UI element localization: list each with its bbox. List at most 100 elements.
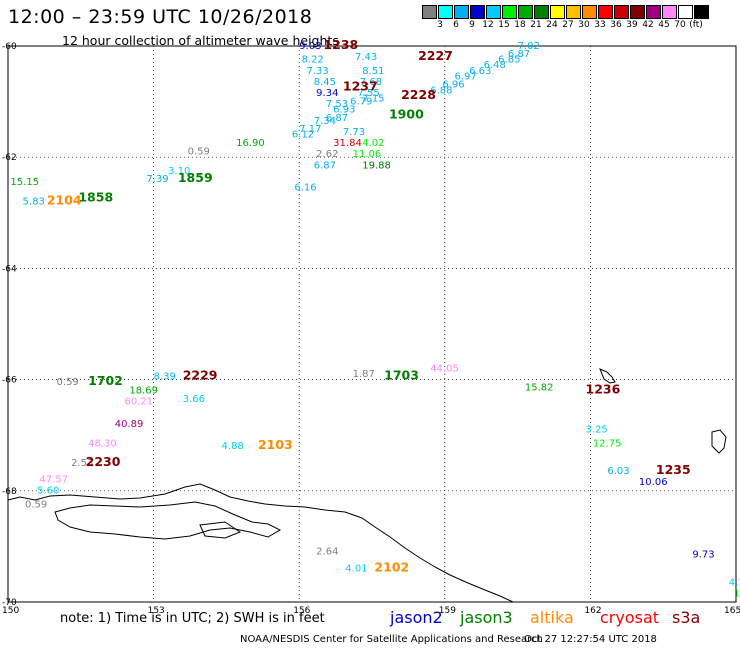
pass-time-label: 1900 [389,106,424,121]
wave-height-label: 12.75 [593,438,622,449]
wave-height-label: 2.62 [316,149,338,160]
lat-tick-label: -66 [2,376,17,386]
scale-swatch [678,5,693,19]
scale-swatch [566,5,581,19]
wave-height-label: 3.10 [168,166,190,177]
pass-time-label: 1858 [78,190,113,205]
pass-time-label: 2227 [418,48,453,63]
wave-height-label: 7.33 [306,66,328,77]
scale-label: 3 [437,20,443,30]
scale-swatch [534,5,549,19]
map-frame [7,45,737,603]
scale-swatch [662,5,677,19]
pass-time-label: 2229 [183,368,218,383]
scale-label: 21 [530,20,542,30]
scale-swatch [422,5,437,19]
wave-height-label: 6.93 [333,105,355,116]
pass-time-label: 1238 [323,37,358,52]
lat-tick-label: -64 [2,264,17,274]
wave-height-label: 6.48 [484,60,506,71]
scale-label: 15 [498,20,510,30]
wave-height-label: 15.15 [10,177,39,188]
scale-label: 12 [482,20,494,30]
wave-height-label: 6.12 [292,130,314,141]
wave-height-label: 44.05 [430,363,459,374]
wave-height-label: 6.85 [498,55,520,66]
wave-height-label: 4.19 [729,577,740,588]
scale-swatch [502,5,517,19]
wave-height-label: 4.02 [362,138,384,149]
scale-label: 39 [626,20,638,30]
wave-height-label: 2.53 [71,458,93,469]
lon-tick-label: 165 [724,606,740,616]
wave-height-label: 11.06 [353,149,382,160]
scale-swatch [582,5,597,19]
wave-height-label: 7.02 [518,41,540,52]
note-text: note: 1) Time is in UTC; 2) SWH is in fe… [60,611,325,626]
satellite-legend-item: s3a [672,608,701,627]
wave-height-label: 15.82 [525,383,554,394]
credit-text: NOAA/NESDIS Center for Satellite Applica… [240,634,543,645]
wave-height-label: 9.34 [316,88,338,99]
wave-height-label: 6.88 [430,85,452,96]
wave-height-label: 3.25 [586,424,608,435]
scale-swatch [470,5,485,19]
scale-swatch [630,5,645,19]
wave-height-label: 0.59 [188,146,210,157]
wave-height-label: 31.84 [333,138,362,149]
pass-time-label: 1859 [178,170,213,185]
wave-height-label: 2.64 [316,547,338,558]
wave-height-label: 8.45 [314,77,336,88]
scale-label: 18 [514,20,526,30]
wave-height-label: 8.39 [154,372,176,383]
scale-label: 9 [469,20,475,30]
pass-time-label: 2102 [374,559,409,574]
map-subtitle: 12 hour collection of altimeter wave hei… [62,33,339,48]
pass-time-label: 1703 [384,368,419,383]
wave-height-label: 16.90 [236,138,265,149]
lat-tick-label: -70 [2,598,17,608]
wave-height-label: 8.51 [362,66,384,77]
antarctic-coastline [7,368,727,603]
wave-height-label: 47.57 [40,474,69,485]
wave-height-label: 7.34 [314,116,336,127]
timestamp: Oct 27 12:27:54 UTC 2018 [524,634,657,645]
scale-label: 36 [610,20,622,30]
scale-swatch [646,5,661,19]
wave-height-label: 7.17 [299,124,321,135]
wave-height-label: 0.59 [57,377,79,388]
wave-height-label: 6.63 [469,66,491,77]
wave-height-label: 7.15 [362,94,384,105]
scale-label: 45 [658,20,670,30]
wave-height-label: 7.55 [357,88,379,99]
scale-label: 27 [562,20,574,30]
satellite-legend-item: jason2 [390,608,443,627]
wave-height-label: 7.43 [355,52,377,63]
wave-height-label: 13 [734,588,740,599]
pass-time-label: 2228 [401,87,436,102]
scale-label: 30 [578,20,590,30]
scale-unit: (ft) [689,20,703,30]
pass-time-label: 2103 [258,437,293,452]
scale-swatch [614,5,629,19]
wave-height-label: 40.89 [115,419,144,430]
wave-height-label: 10.06 [639,477,668,488]
scale-swatch [454,5,469,19]
satellite-legend-item: jason3 [460,608,513,627]
wave-height-label: 6.96 [442,80,464,91]
wave-height-label: 6.87 [508,49,530,60]
wave-height-label: 6.16 [294,183,316,194]
wave-height-label: 4.01 [345,563,367,574]
satellite-legend-item: altika [530,608,574,627]
pass-time-label: 1702 [88,373,123,388]
pass-time-label: 2230 [86,454,121,469]
scale-label: 42 [642,20,654,30]
scale-swatch [598,5,613,19]
wave-height-label: 1.87 [353,369,375,380]
wave-height-label: 60.21 [124,397,153,408]
scale-swatch [518,5,533,19]
lon-tick-label: 156 [293,606,310,616]
lon-tick-label: 162 [584,606,601,616]
